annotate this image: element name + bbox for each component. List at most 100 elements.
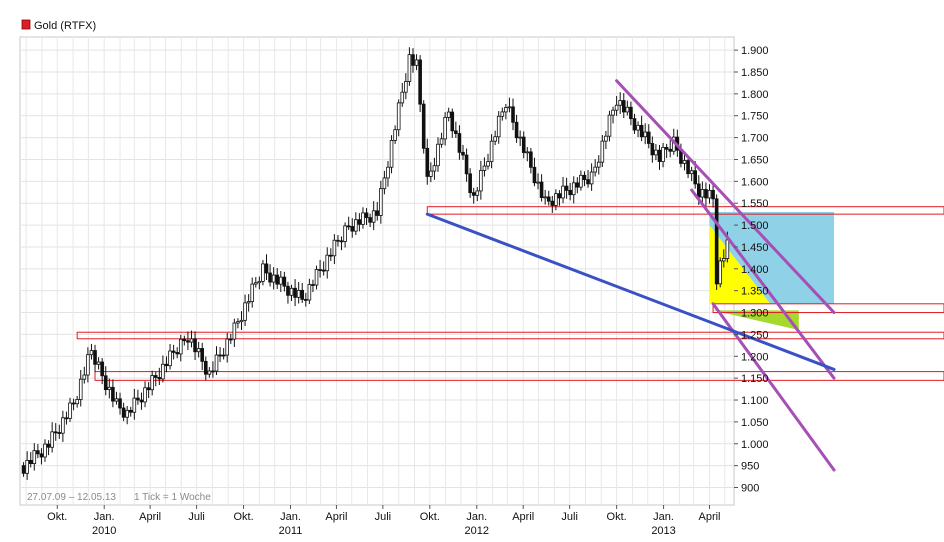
y-tick-label: 1.550 [741, 198, 769, 210]
candle-body [314, 269, 319, 286]
candle-body [654, 149, 658, 156]
candle-body [168, 350, 172, 367]
candle-body [207, 370, 212, 375]
candle-body [418, 59, 422, 105]
candle-body [714, 198, 719, 285]
candle-body [579, 174, 583, 188]
y-tick-label: 1.150 [741, 373, 769, 385]
candle-body [193, 338, 197, 353]
candle-body [614, 104, 619, 111]
x-tick-label: Okt. [607, 511, 627, 523]
candle-body [664, 146, 669, 150]
candle-body [125, 409, 129, 418]
candle-body [489, 140, 494, 163]
candle-body [618, 100, 622, 106]
candle-body [50, 431, 54, 448]
candle-body [718, 260, 723, 285]
shaded-region [709, 225, 771, 304]
candle-body [721, 258, 726, 262]
candle-body [711, 189, 715, 200]
candle-body [25, 460, 29, 474]
x-tick-label: Juli [561, 511, 578, 523]
x-tick-label: Juli [375, 511, 392, 523]
candle-body [421, 103, 426, 149]
candle-body [71, 402, 76, 405]
candle-body [636, 124, 640, 131]
support-zones [76, 206, 944, 381]
candle-body [661, 146, 665, 162]
candle-body [139, 399, 144, 403]
grid [19, 36, 735, 506]
candle-body [282, 276, 287, 287]
candle-body [511, 106, 515, 123]
candle-body [493, 136, 497, 142]
candle-body [39, 453, 44, 458]
candle-body [532, 166, 537, 184]
candle-body [311, 284, 315, 286]
candle-body [582, 174, 587, 181]
candle-body [103, 375, 108, 391]
candle-body [454, 130, 458, 134]
candle-body [293, 287, 297, 298]
candle-body [575, 182, 580, 188]
y-tick-label: 1.100 [741, 395, 769, 407]
candle-body [68, 402, 72, 419]
candle-body [557, 193, 562, 199]
candle-body [521, 136, 526, 153]
candle-body [307, 284, 312, 301]
candle-body [321, 269, 326, 272]
candle-body [504, 107, 508, 113]
candle-body [136, 397, 140, 401]
candle-body [432, 165, 437, 172]
candle-body [164, 363, 169, 367]
candle-body [414, 59, 419, 66]
candle-body [196, 348, 201, 353]
candle-body [429, 170, 433, 177]
y-tick-label: 1.400 [741, 264, 769, 276]
y-tick-label: 1.600 [741, 176, 769, 188]
plot-frame [19, 36, 735, 506]
candle-body [554, 193, 558, 206]
candle-body [161, 363, 165, 380]
candle-body [482, 165, 487, 171]
candle-body [218, 354, 222, 357]
candle-body [289, 287, 294, 296]
candle-body [182, 338, 187, 342]
candle-body [128, 409, 133, 413]
candle-body [264, 263, 269, 274]
candle-body [564, 185, 569, 191]
candle-body [689, 170, 694, 175]
candle-body [386, 166, 390, 179]
candle-body [382, 177, 387, 190]
candle-body [607, 114, 612, 137]
candle-body [268, 272, 272, 283]
candle-body [153, 375, 158, 378]
candle-body [304, 299, 308, 301]
x-tick-label: Okt. [233, 511, 253, 523]
shaded-region [713, 310, 799, 331]
x-tick-label: April [512, 511, 534, 523]
y-tick-label: 950 [741, 461, 759, 473]
candle-body [278, 276, 283, 285]
x-year-label: 2012 [465, 525, 489, 537]
candle-body [53, 431, 58, 434]
candle-body [657, 149, 662, 162]
candle-body [232, 322, 237, 340]
candle-body [329, 254, 333, 257]
tick-note: 1 Tick = 1 Woche [134, 492, 211, 503]
candle-body [82, 374, 87, 380]
candle-body [561, 185, 565, 199]
x-tick-label: April [325, 511, 347, 523]
y-tick-label: 1.200 [741, 351, 769, 363]
candle-body [371, 210, 376, 223]
support-zone [712, 303, 944, 314]
x-tick-label: Jan. [94, 511, 115, 523]
candle-body [539, 181, 544, 198]
candle-body [189, 338, 194, 343]
candle-body [253, 282, 258, 285]
x-tick-label: Okt. [47, 511, 67, 523]
candle-body [118, 398, 122, 409]
candle-body [325, 254, 330, 272]
candle-body [28, 460, 33, 464]
